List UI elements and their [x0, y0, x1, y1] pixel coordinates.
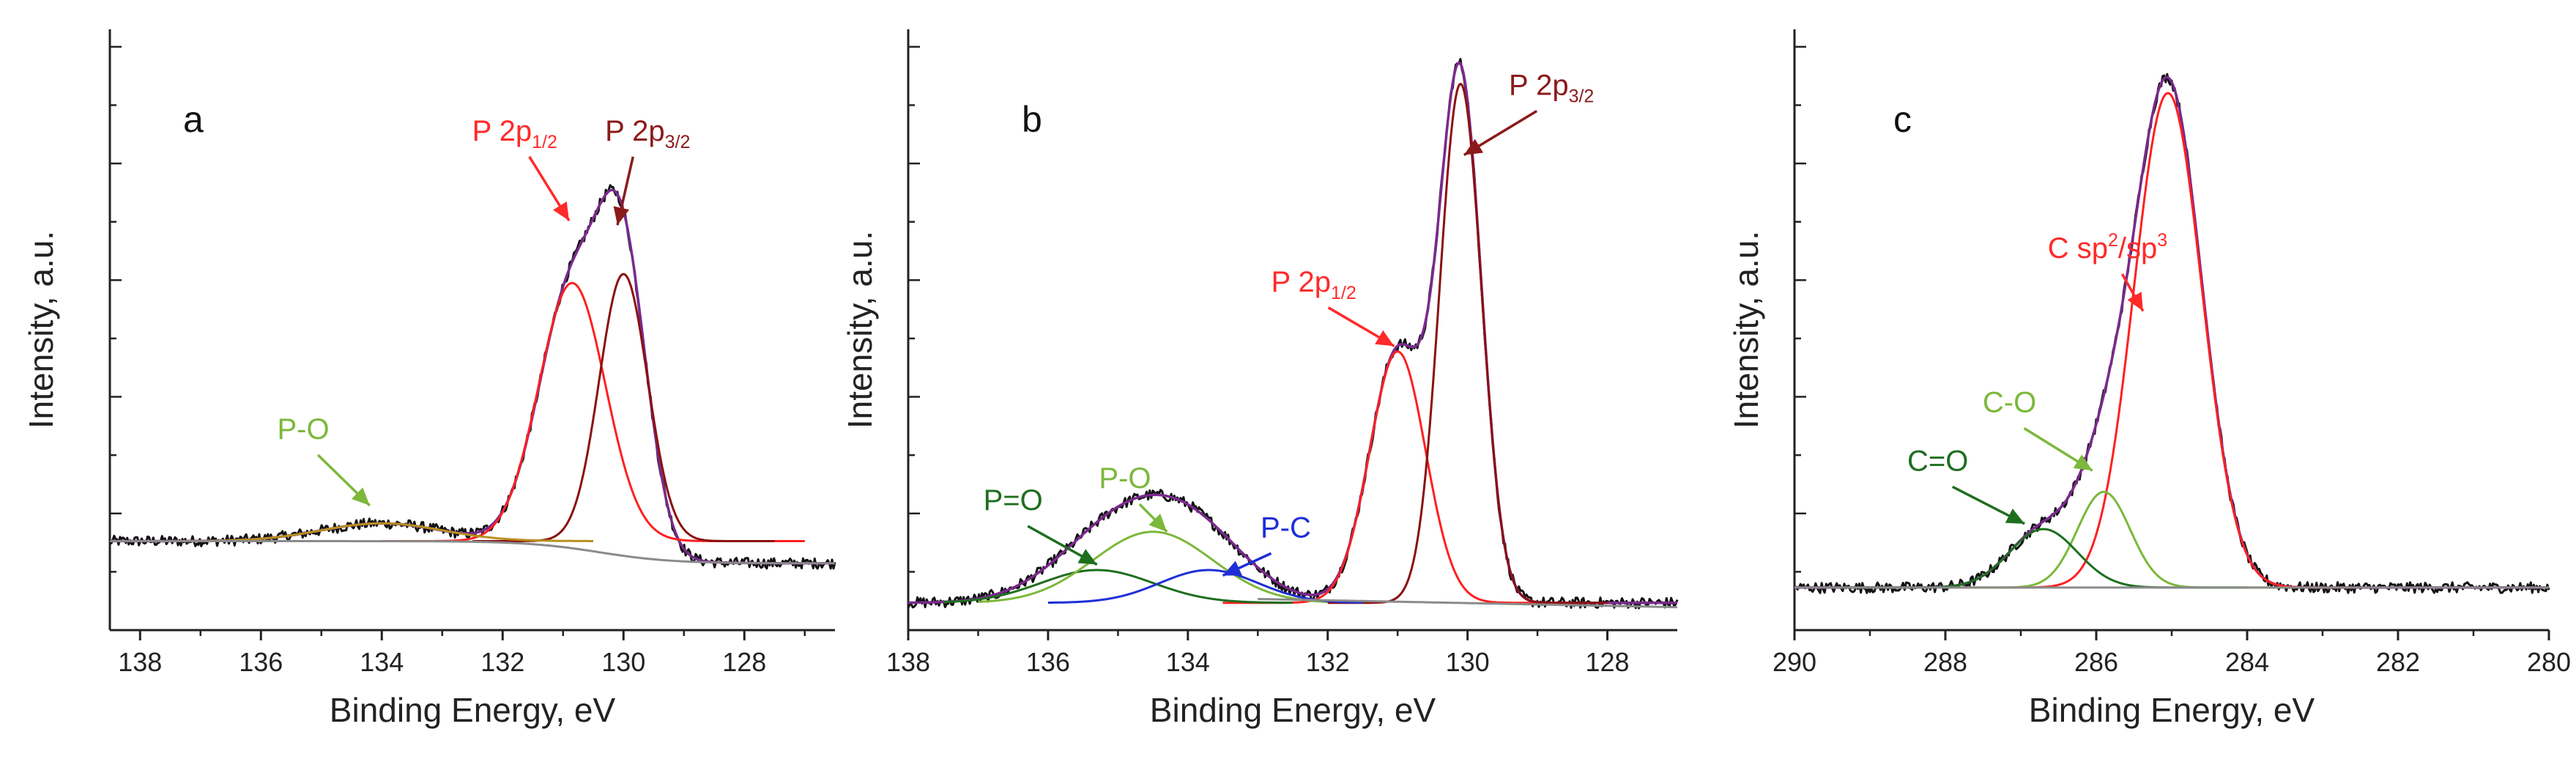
- x-tick-label: 134: [360, 647, 404, 677]
- annotation-p-2p: P 2p1/2: [1271, 266, 1395, 347]
- series-c-o: [1832, 528, 2248, 589]
- annotation-arrowhead: [2005, 508, 2025, 524]
- annotation-p-c: P-C: [1222, 511, 1311, 577]
- series-envelope: [1794, 75, 2549, 589]
- panel-c: 290 288 286 284 282 280 Binding Energy, eV Inte…: [1727, 29, 2571, 729]
- x-axis-title: Binding Energy, eV: [330, 691, 616, 729]
- annotation-p-2p: P 2p1/2: [472, 115, 571, 222]
- annotation-c-sp: C sp2/sp3: [2048, 230, 2167, 312]
- panel-a: 138 136 134 132 130 128 Binding Energy, eV Inte…: [22, 29, 836, 729]
- y-axis-title: Intensity, a.u.: [22, 231, 60, 429]
- x-tick-label: 136: [239, 647, 283, 677]
- annotation-p-2p: P 2p3/2: [1463, 69, 1594, 156]
- series-p-2p1-2: [1222, 350, 1573, 604]
- x-axis-title: Binding Energy, eV: [1150, 691, 1436, 729]
- annotation-p-o: P=O: [984, 484, 1098, 566]
- series-c-sp2-sp3: [1945, 92, 2361, 589]
- annotation-p-2p: P 2p3/2: [605, 115, 690, 226]
- annotation-p-o: P-O: [277, 413, 371, 507]
- annotation-c-o: C-O: [1983, 386, 2093, 472]
- annotation-label: C-O: [1983, 386, 2036, 418]
- annotation-arrowhead: [2073, 454, 2093, 471]
- annotation-label: P-O: [277, 413, 329, 445]
- series-background: [1257, 598, 1678, 609]
- panel-letter: c: [1893, 99, 1912, 140]
- annotation-label: P 2p1/2: [472, 115, 557, 152]
- x-tick-label: 128: [1586, 647, 1630, 677]
- x-tick-label: 284: [2225, 647, 2269, 677]
- annotation-arrowhead: [1375, 330, 1395, 347]
- series-raw: [907, 58, 1679, 610]
- annotation-label: C=O: [1907, 445, 1968, 477]
- annotation-label: P 2p3/2: [1509, 69, 1594, 106]
- y-axis-title: Intensity, a.u.: [1727, 231, 1765, 429]
- annotation-arrowhead: [613, 206, 630, 226]
- series-p-o: [943, 569, 1293, 604]
- y-axis-title: Intensity, a.u.: [841, 231, 879, 429]
- series-p-o: [170, 522, 594, 542]
- series-envelope: [110, 188, 835, 565]
- annotation-arrowhead: [1463, 138, 1484, 155]
- x-tick-label: 136: [1026, 647, 1070, 677]
- annotation-label: P-O: [1099, 462, 1151, 495]
- series-p-o: [977, 530, 1329, 603]
- series-c-o: [1907, 490, 2285, 589]
- annotation-arrowhead: [1148, 514, 1168, 532]
- series-raw: [1794, 73, 2550, 594]
- series-p-2p3-2: [472, 273, 776, 542]
- x-axis-title: Binding Energy, eV: [2029, 691, 2315, 729]
- x-tick-label: 130: [601, 647, 645, 677]
- series-raw: [108, 184, 836, 570]
- annotation-arrowhead: [1222, 561, 1242, 576]
- x-tick-label: 288: [1923, 647, 1967, 677]
- x-tick-label: 130: [1446, 647, 1490, 677]
- annotation-arrowhead: [1077, 549, 1097, 565]
- annotation-label: P 2p3/2: [605, 115, 690, 152]
- x-tick-label: 138: [118, 647, 162, 677]
- panel-letter: b: [1022, 99, 1042, 140]
- annotation-arrowhead: [552, 201, 569, 221]
- panel-letter: a: [183, 99, 204, 140]
- x-tick-label: 286: [2074, 647, 2118, 677]
- annotation-label: P 2p1/2: [1271, 266, 1356, 303]
- annotation-label: P=O: [984, 484, 1043, 517]
- annotation-arrowhead: [351, 487, 370, 506]
- annotation-label: P-C: [1261, 511, 1311, 544]
- annotation-arrowhead: [2127, 292, 2143, 311]
- x-tick-label: 132: [480, 647, 524, 677]
- x-tick-label: 128: [722, 647, 766, 677]
- x-tick-label: 138: [886, 647, 930, 677]
- x-tick-label: 134: [1166, 647, 1210, 677]
- x-tick-label: 132: [1306, 647, 1350, 677]
- annotation-p-o: P-O: [1099, 462, 1168, 533]
- panel-b: 138 136 134 132 130 128 Binding Energy, eV Inte…: [841, 29, 1679, 729]
- series-background: [110, 540, 835, 565]
- series-p-2p3-2: [1327, 83, 1608, 604]
- annotation-label: C sp2/sp3: [2048, 230, 2167, 265]
- x-tick-label: 280: [2527, 647, 2571, 677]
- annotation-c-o: C=O: [1907, 445, 2025, 525]
- x-tick-label: 290: [1773, 647, 1816, 677]
- x-tick-label: 282: [2376, 647, 2420, 677]
